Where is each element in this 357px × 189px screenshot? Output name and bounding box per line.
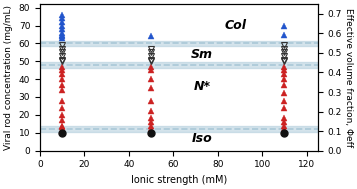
Text: Iso: Iso	[192, 132, 212, 145]
Y-axis label: Viral rod concentration (mg/mL): Viral rod concentration (mg/mL)	[4, 5, 13, 150]
Y-axis label: Effective volume fraction, Φeff: Effective volume fraction, Φeff	[344, 8, 353, 147]
Text: N*: N*	[193, 80, 211, 93]
Bar	[40, 126, 318, 132]
X-axis label: Ionic strength (mM): Ionic strength (mM)	[131, 175, 227, 185]
Text: Sm: Sm	[191, 48, 213, 61]
Bar	[40, 41, 318, 46]
Text: Col: Col	[225, 19, 246, 32]
Bar	[40, 62, 318, 67]
